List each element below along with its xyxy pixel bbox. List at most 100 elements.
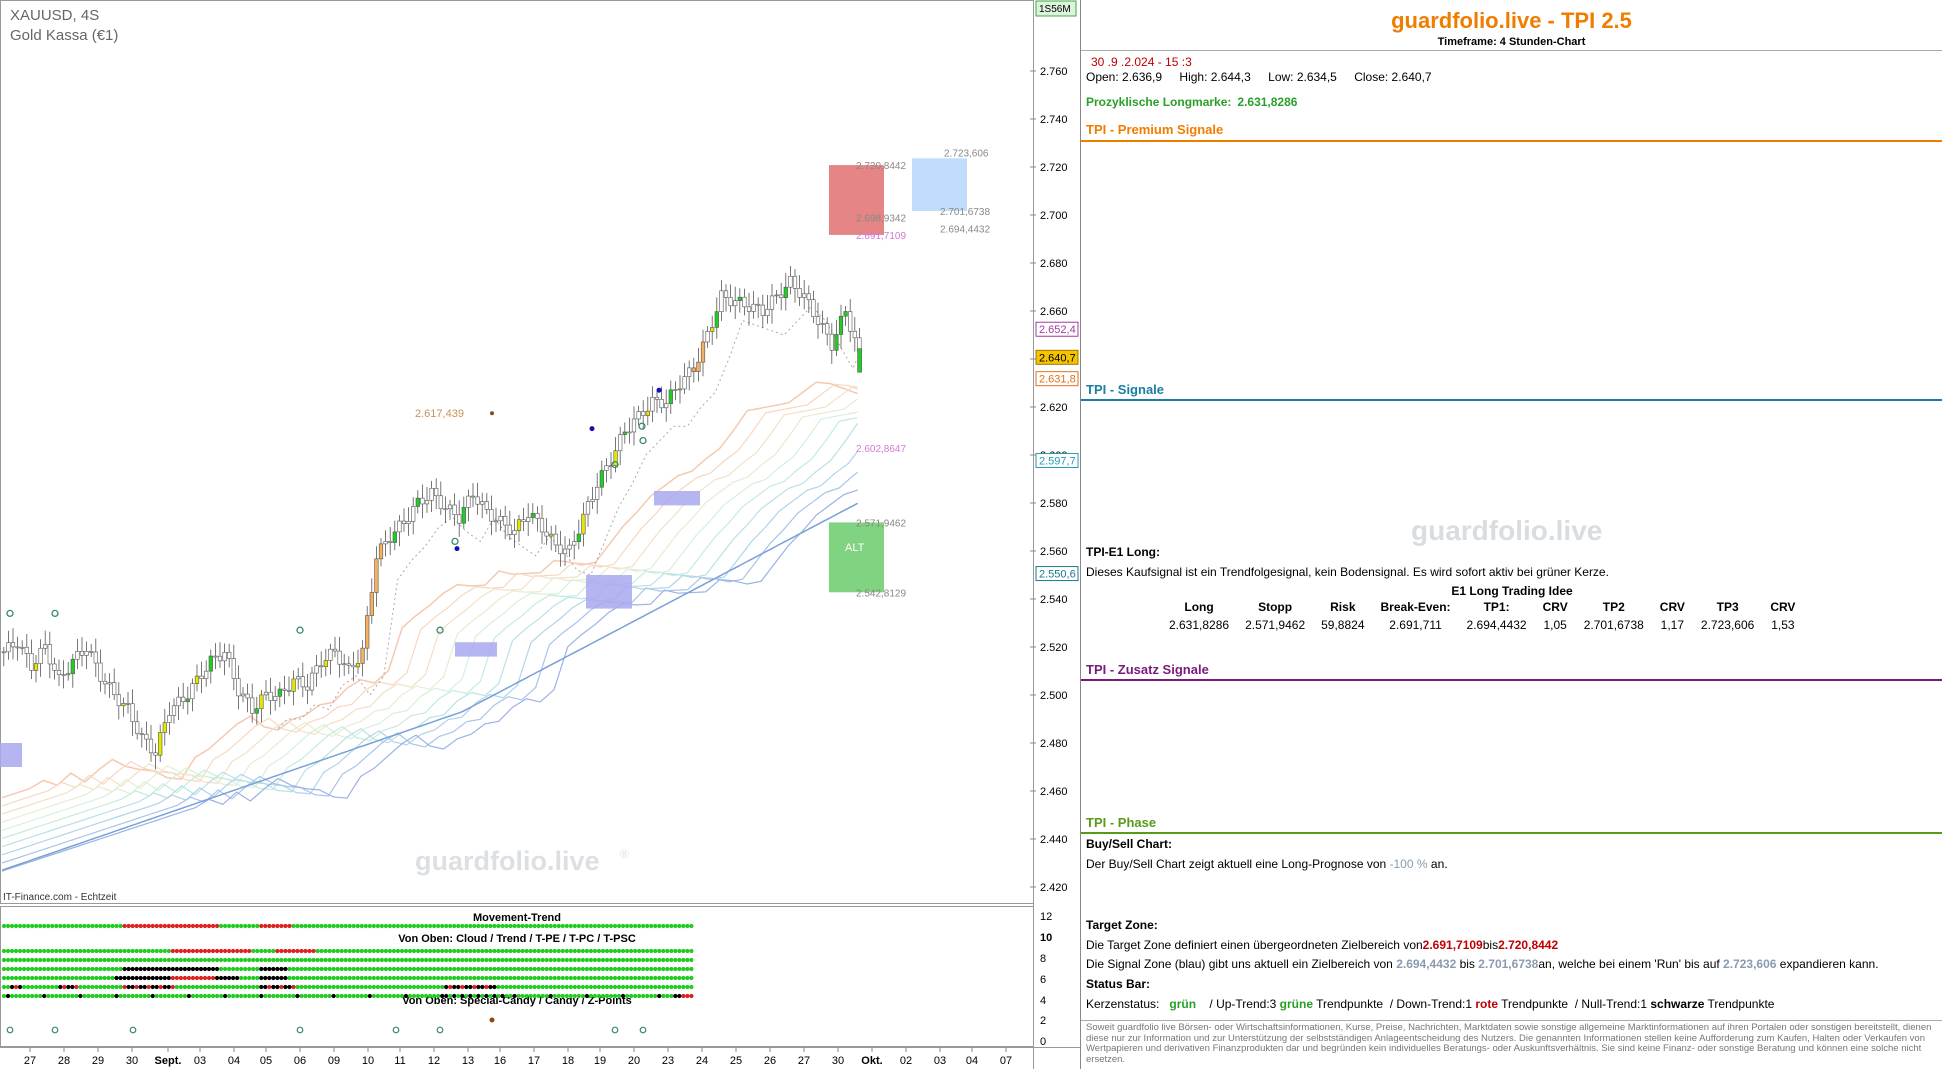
- trend-dot: [665, 948, 670, 954]
- chart-canvas[interactable]: XAUUSD, 4S Gold Kassa (€1) IT-Finance.co…: [0, 0, 1080, 1069]
- trend-dot: [279, 975, 284, 981]
- signal-dot: [656, 387, 662, 393]
- trend-dot: [22, 975, 27, 981]
- trend-dot: [496, 984, 501, 990]
- trend-dot: [54, 948, 59, 954]
- trend-dot: [552, 948, 557, 954]
- trend-dot: [315, 966, 320, 972]
- trend-dot: [665, 957, 670, 963]
- trend-dot: [315, 993, 320, 999]
- trend-dot: [540, 966, 545, 972]
- trend-dot: [17, 966, 23, 972]
- trend-dot: [186, 957, 192, 963]
- trend-dot: [411, 975, 417, 981]
- trend-dot: [327, 993, 332, 999]
- trend-dot: [98, 966, 103, 972]
- trend-dot: [488, 984, 493, 990]
- trend-dot: [339, 948, 344, 954]
- trend-dot: [604, 993, 610, 999]
- x-tick-label: 09: [328, 1055, 340, 1067]
- trend-dot: [367, 993, 372, 999]
- trend-dot: [134, 975, 139, 981]
- trend-dot: [291, 966, 296, 972]
- e1-col-value: 59,8824: [1321, 618, 1365, 632]
- trend-dot: [13, 966, 19, 972]
- trend-dot: [259, 948, 264, 954]
- trend-dot: [1, 975, 7, 981]
- candle-body: [751, 303, 756, 312]
- trend-dot: [504, 966, 509, 972]
- trend-dot: [275, 957, 280, 963]
- trend-dot: [182, 923, 187, 929]
- trend-dot: [17, 957, 23, 963]
- trend-dot: [363, 984, 368, 990]
- trend-dot: [661, 966, 666, 972]
- trend-dot: [243, 966, 248, 972]
- trend-dot: [1, 957, 7, 963]
- candle-body: [33, 663, 39, 671]
- trend-dot: [556, 948, 561, 954]
- trend-dot: [496, 975, 501, 981]
- trend-dot: [620, 975, 626, 981]
- sb-candle-value: grün: [1169, 997, 1197, 1011]
- trend-dot: [415, 993, 421, 999]
- trend-dot: [279, 984, 284, 990]
- trend-dot: [460, 957, 465, 963]
- x-tick-label: 04: [228, 1055, 240, 1067]
- trend-dot: [122, 948, 127, 954]
- fvg-box: [586, 575, 632, 609]
- price-chart[interactable]: XAUUSD, 4S Gold Kassa (€1) IT-Finance.co…: [0, 0, 1080, 1069]
- trend-dot: [496, 948, 501, 954]
- candle-body: [70, 658, 75, 674]
- trend-dot: [94, 948, 99, 954]
- trend-dot: [556, 984, 561, 990]
- e1-col-header: TP3: [1716, 600, 1739, 614]
- trend-dot: [70, 957, 75, 963]
- trend-dot: [323, 993, 328, 999]
- candle-body: [595, 486, 600, 500]
- trend-dot: [154, 966, 159, 972]
- trend-dot: [532, 975, 537, 981]
- candle-body: [411, 506, 416, 522]
- trend-dot: [319, 993, 324, 999]
- trend-dot: [17, 984, 23, 990]
- trend-dot: [198, 966, 204, 972]
- trend-dot: [190, 948, 196, 954]
- trend-dot: [150, 993, 155, 999]
- trend-dot: [403, 975, 409, 981]
- trend-dot: [415, 975, 421, 981]
- trend-dot: [94, 966, 99, 972]
- trend-dot: [379, 923, 384, 929]
- trend-dot: [70, 948, 75, 954]
- candle-body: [277, 688, 282, 697]
- trend-dot: [98, 957, 103, 963]
- trend-dot: [194, 993, 200, 999]
- candle-body: [737, 296, 742, 301]
- trend-dot: [560, 975, 565, 981]
- trend-dot: [492, 966, 497, 972]
- trend-dot: [17, 923, 23, 929]
- trend-dot: [231, 975, 236, 981]
- zone-level-label: 2.542,8129: [856, 588, 906, 599]
- trend-dot: [383, 957, 388, 963]
- trend-dot: [424, 966, 429, 972]
- section-signale-line: [1081, 399, 1942, 401]
- candle-body: [388, 541, 393, 543]
- candle-body: [792, 275, 798, 289]
- trend-dot: [255, 993, 260, 999]
- trend-dot: [375, 993, 380, 999]
- z-point-marker: [51, 1026, 59, 1034]
- trend-dot: [415, 966, 421, 972]
- trend-dot: [255, 948, 260, 954]
- candle-body: [797, 288, 802, 298]
- candle-body: [553, 533, 558, 546]
- fvg-box: [0, 743, 22, 767]
- bs-text-post: an.: [1430, 857, 1448, 871]
- trend-dot: [665, 975, 670, 981]
- trend-dot: [94, 975, 99, 981]
- trend-dot: [524, 993, 529, 999]
- trend-dot: [528, 984, 533, 990]
- trend-dot: [82, 975, 87, 981]
- trend-dot: [46, 948, 51, 954]
- candle-body: [498, 516, 503, 522]
